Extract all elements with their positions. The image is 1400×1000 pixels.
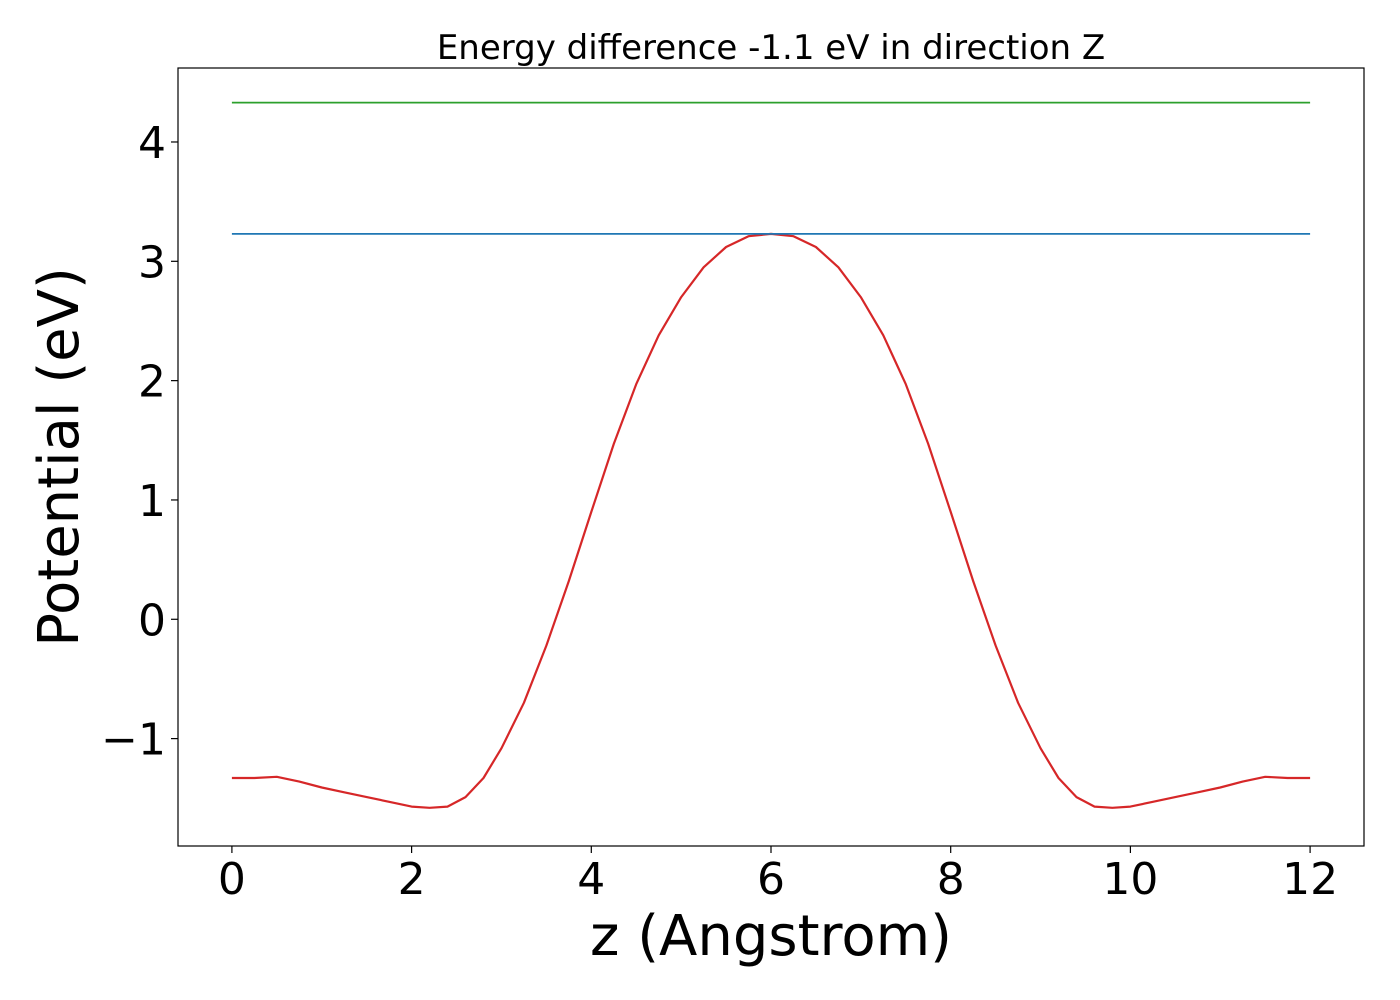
y-tick-label: 4 <box>138 118 166 169</box>
y-tick-label: 0 <box>138 595 166 646</box>
y-tick-label: 2 <box>138 357 166 408</box>
y-axis-label: Potential (eV) <box>27 267 92 647</box>
x-axis-ticks: 0 2 4 6 8 10 12 <box>218 846 1338 905</box>
y-tick-label: 1 <box>138 476 166 527</box>
x-tick-label: 0 <box>218 854 246 905</box>
y-tick-label: 3 <box>138 237 166 288</box>
plot-frame <box>177 67 1365 847</box>
y-axis-ticks: −1 0 1 2 3 4 <box>101 118 178 766</box>
x-tick-label: 4 <box>577 854 605 905</box>
x-axis-label: z (Angstrom) <box>590 904 952 969</box>
series-line-1 <box>231 232 1311 809</box>
x-tick-label: 8 <box>937 854 965 905</box>
x-tick-label: 6 <box>757 854 785 905</box>
y-tick-label: −1 <box>101 715 166 766</box>
chart-title: Energy difference -1.1 eV in direction Z <box>437 28 1105 68</box>
x-tick-label: 12 <box>1282 854 1338 905</box>
x-tick-label: 2 <box>398 854 426 905</box>
x-tick-label: 10 <box>1102 854 1158 905</box>
series-layer <box>231 101 1311 809</box>
